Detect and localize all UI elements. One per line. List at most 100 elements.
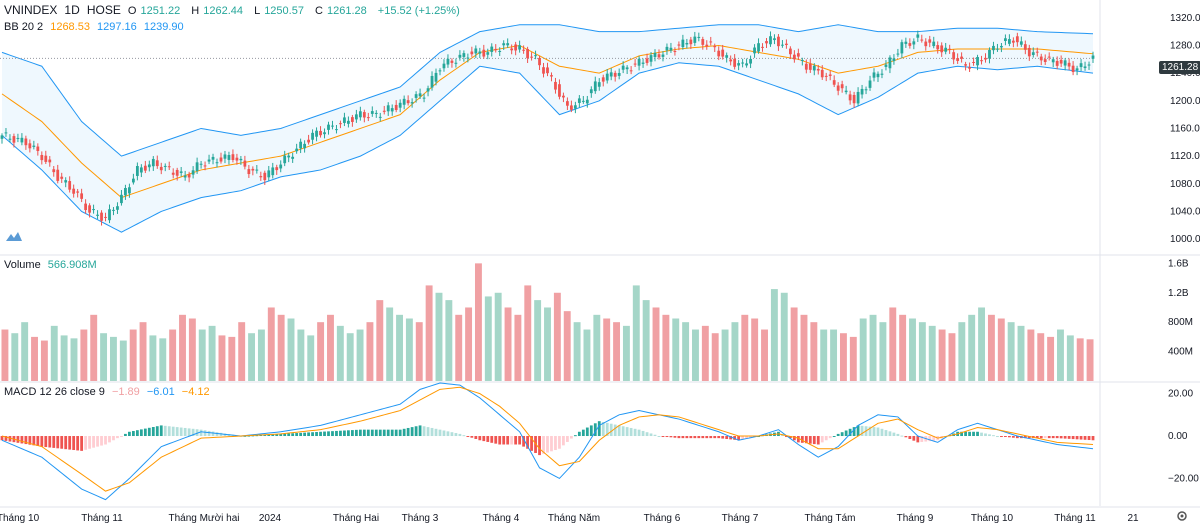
price-tick-label: 1000.00 [1170, 234, 1200, 245]
candle-body [44, 155, 48, 162]
candle-body [56, 169, 60, 181]
macd-histogram-bar [398, 429, 402, 437]
candle-body [474, 48, 478, 54]
macd-histogram-bar [199, 429, 203, 437]
macd-tick-label: 0.00 [1168, 431, 1188, 442]
macd-histogram-bar [522, 436, 526, 447]
volume-bar [563, 311, 571, 381]
macd-histogram-bar [1063, 436, 1067, 439]
volume-bar [810, 322, 818, 381]
candle-body [741, 62, 745, 64]
macd-histogram-bar [104, 436, 107, 445]
macd-histogram-bar [968, 431, 971, 437]
candle-body [956, 58, 960, 61]
candle-body [609, 72, 613, 77]
macd-histogram-bar [24, 436, 28, 445]
macd-histogram-bar [912, 436, 916, 441]
settings-gear-icon[interactable] [1175, 509, 1189, 523]
candle-body [450, 60, 454, 63]
macd-histogram-bar [1059, 436, 1063, 439]
candle-body [24, 138, 28, 146]
macd-histogram-bar [1004, 436, 1007, 438]
macd-histogram-bar [128, 431, 131, 437]
macd-histogram-bar [72, 436, 76, 451]
macd-histogram-bar [482, 436, 486, 442]
macd-histogram-bar [980, 432, 983, 437]
macd-histogram-bar [394, 429, 398, 437]
candle-body [729, 59, 733, 62]
candle-body [128, 187, 131, 194]
candle-body [116, 206, 119, 210]
candle-body [446, 58, 450, 65]
time-tick-label: Tháng 9 [897, 513, 934, 524]
macd-histogram-bar [339, 430, 342, 437]
volume-bar [238, 322, 246, 381]
candle-body [366, 117, 370, 119]
volume-bar [179, 314, 186, 381]
macd-histogram-bar [458, 433, 462, 437]
candle-body [542, 67, 545, 74]
volume-bar [1037, 333, 1045, 381]
volume-bar [21, 322, 29, 381]
candle-body [470, 51, 474, 55]
volume-bar [90, 314, 98, 381]
interval-label[interactable]: 1D [64, 3, 80, 17]
bb-legend[interactable]: BB 20 2 1268.53 1297.16 1239.90 [4, 21, 188, 33]
macd-histogram-bar [466, 436, 470, 438]
candle-body [637, 58, 641, 66]
candle-body [80, 193, 84, 199]
macd-histogram-bar [1087, 436, 1091, 441]
tradingview-logo-icon[interactable] [5, 230, 23, 244]
volume-bar [613, 322, 621, 381]
candle-body [410, 102, 414, 104]
macd-histogram-bar [848, 428, 852, 437]
bb-label: BB 20 2 [4, 21, 44, 33]
candle-body [693, 36, 697, 43]
volume-legend[interactable]: Volume 566.908M [4, 259, 101, 271]
macd-histogram-bar [1043, 436, 1047, 439]
candle-body [968, 67, 971, 69]
candle-body [777, 36, 780, 47]
macd-histogram-bar [382, 429, 386, 437]
macd-histogram-bar [542, 436, 545, 454]
candle-body [717, 50, 721, 57]
macd-histogram-bar [669, 436, 673, 438]
volume-bar [573, 322, 581, 381]
macd-histogram-bar [749, 436, 752, 438]
macd-histogram-bar [135, 430, 139, 437]
macd-histogram-bar [573, 435, 577, 437]
volume-bar [652, 307, 660, 381]
macd-histogram-bar [796, 436, 800, 443]
candle-body [514, 44, 518, 51]
macd-legend[interactable]: MACD 12 26 close 9 −1.89 −6.01 −4.12 [4, 386, 214, 398]
candle-body [1015, 36, 1019, 43]
symbol-label[interactable]: VNINDEX [4, 3, 58, 17]
macd-histogram-bar [327, 431, 330, 437]
candle-body [681, 39, 685, 48]
candle-body [1011, 40, 1015, 43]
volume-bar [632, 285, 640, 381]
macd-histogram-bar [311, 432, 314, 437]
candle-body [832, 80, 836, 85]
time-tick-label: Tháng 4 [483, 513, 520, 524]
macd-histogram-bar [852, 427, 856, 437]
candle-body [932, 41, 936, 47]
volume-bar [159, 338, 167, 381]
candle-body [781, 44, 784, 46]
volume-bar [504, 307, 512, 381]
macd-histogram-bar [299, 432, 303, 437]
macd-histogram-bar [267, 434, 271, 437]
macd-histogram-bar [112, 436, 115, 441]
macd-histogram-bar [283, 433, 287, 437]
volume-bar [958, 322, 966, 381]
macd-histogram-bar [307, 432, 310, 437]
volume-bar [839, 333, 847, 381]
candle-body [454, 62, 458, 64]
candle-body [713, 45, 717, 48]
macd-histogram-bar [1067, 436, 1071, 439]
macd-histogram-bar [538, 436, 541, 456]
candle-body [151, 158, 155, 167]
price-tick-label: 1080.00 [1170, 179, 1200, 190]
candle-body [573, 105, 577, 109]
